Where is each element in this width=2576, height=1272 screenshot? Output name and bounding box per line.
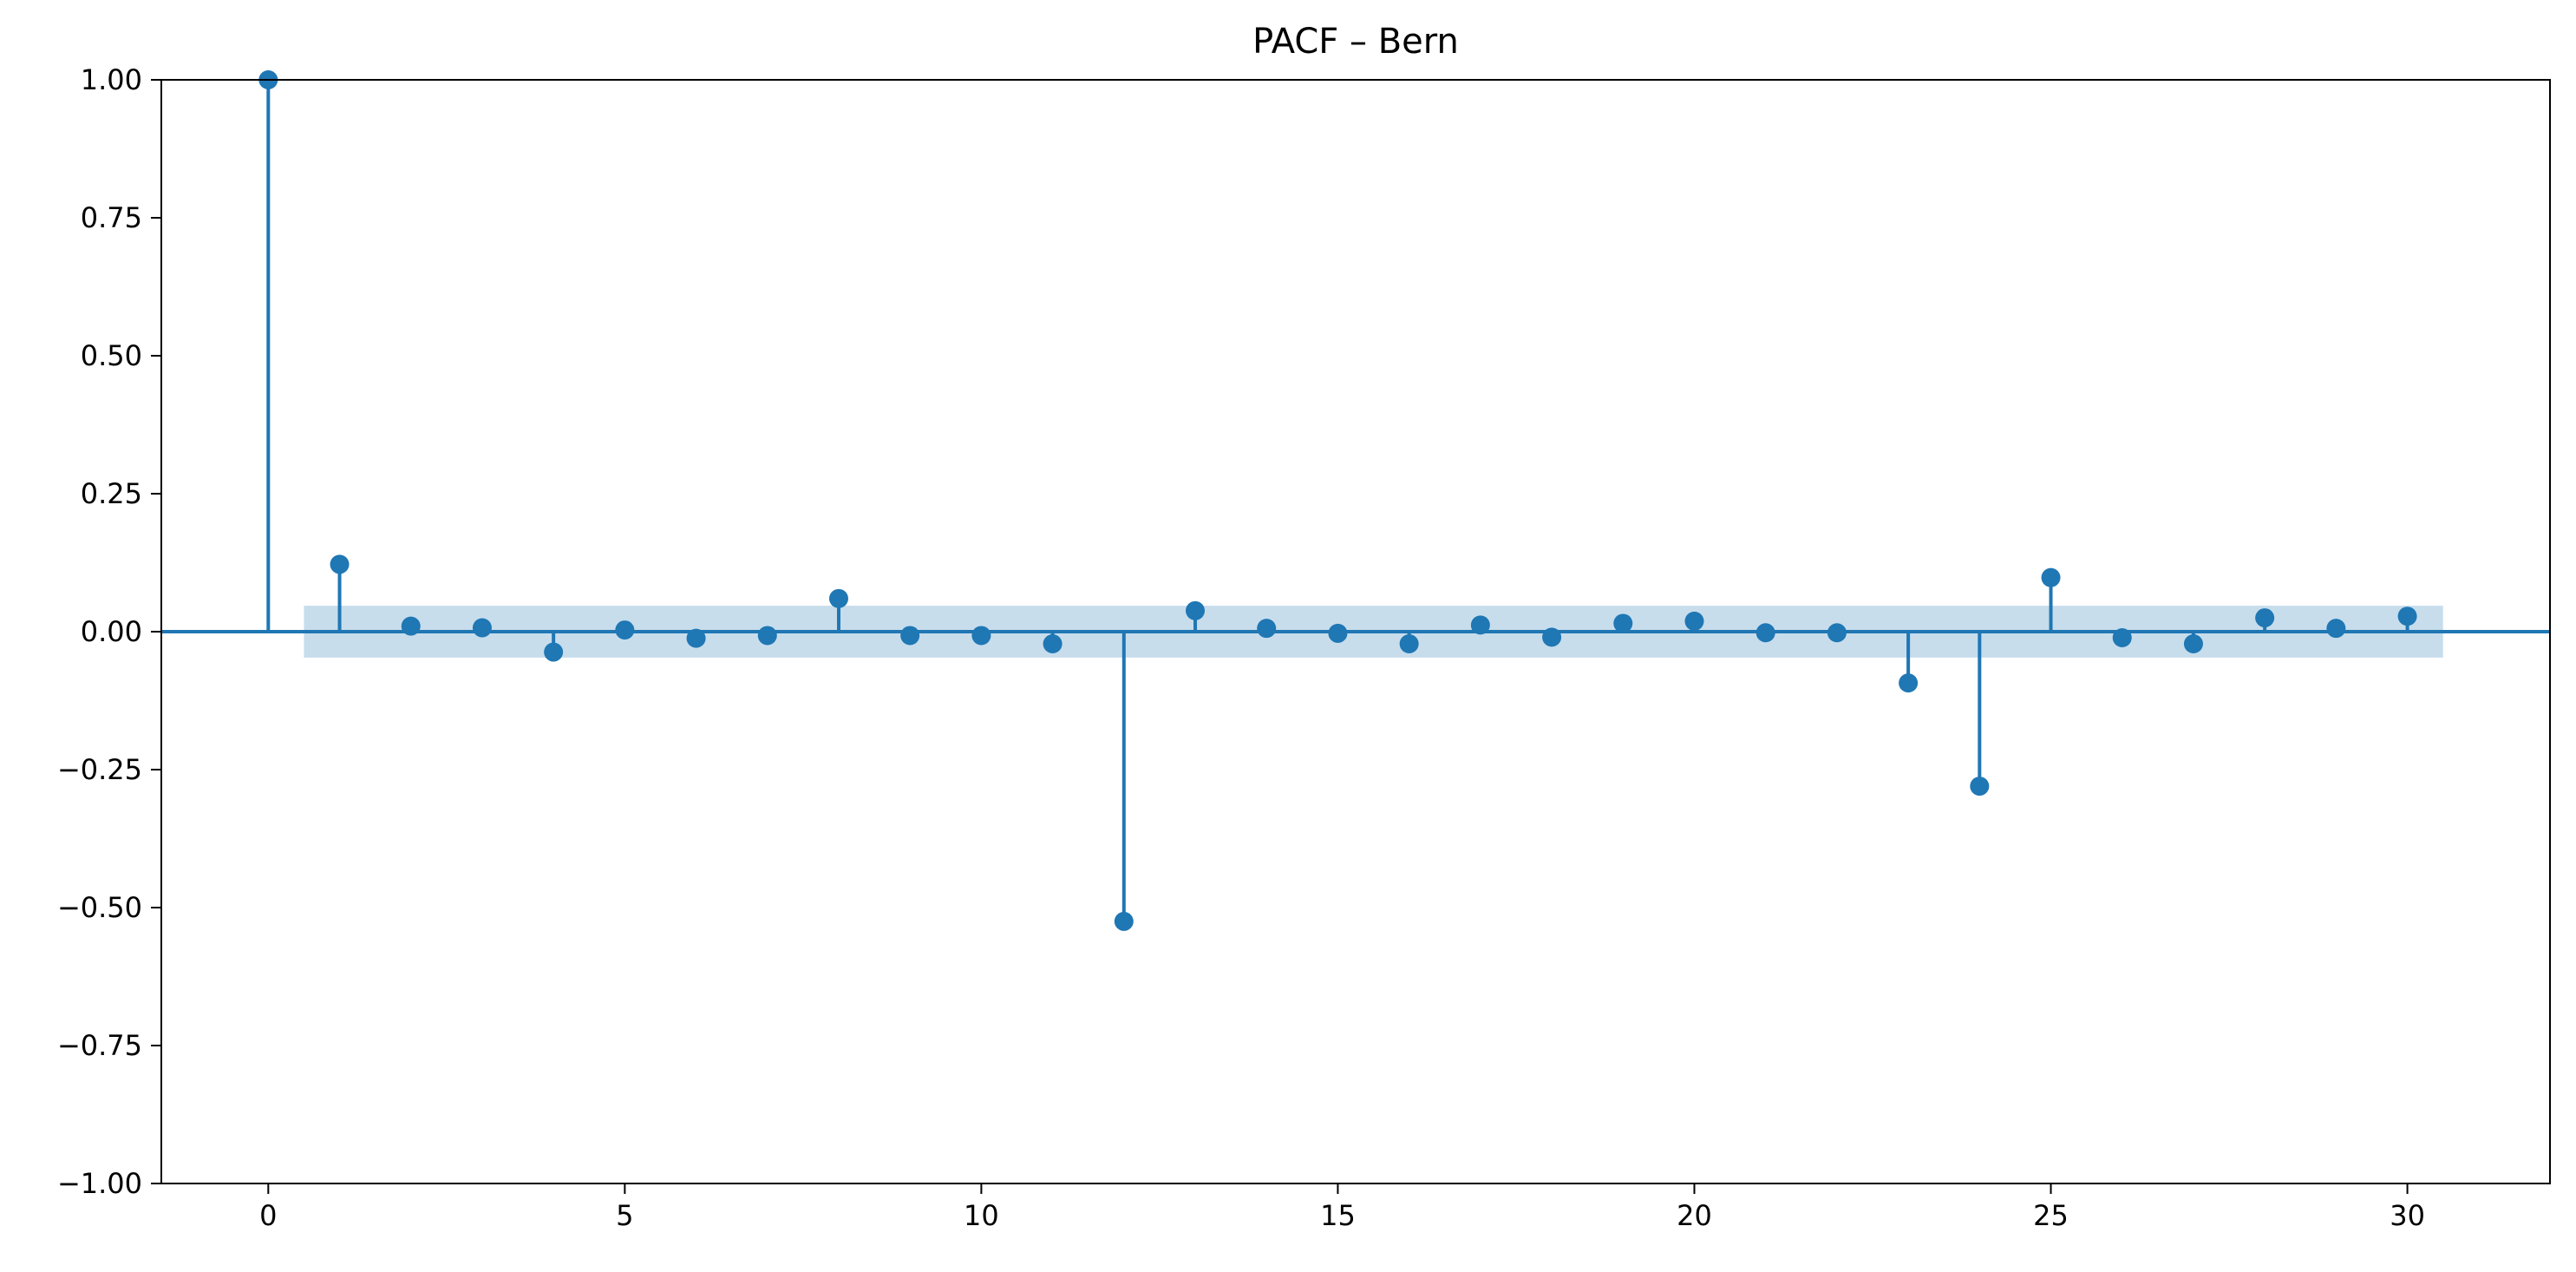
x-tick-label-5: 5 xyxy=(616,1199,633,1232)
marker-lag-16 xyxy=(1399,633,1419,653)
marker-lag-20 xyxy=(1684,611,1704,631)
marker-lag-21 xyxy=(1755,623,1775,643)
marker-lag-14 xyxy=(1257,619,1277,639)
y-tick-label-2: −0.50 xyxy=(57,891,142,924)
marker-lag-6 xyxy=(686,628,706,648)
x-tick-label-0: 0 xyxy=(259,1199,277,1232)
stems-layer xyxy=(266,80,2409,921)
x-tick-label-30: 30 xyxy=(2390,1199,2425,1232)
y-tick-label-8: 1.00 xyxy=(81,63,142,96)
marker-lag-25 xyxy=(2041,567,2061,587)
x-tick-label-20: 20 xyxy=(1677,1199,1712,1232)
marker-lag-18 xyxy=(1542,627,1562,647)
y-tick-label-5: 0.25 xyxy=(81,477,142,510)
marker-lag-22 xyxy=(1827,623,1847,643)
marker-lag-26 xyxy=(2112,627,2132,647)
y-tick-label-1: −0.75 xyxy=(57,1029,142,1062)
marker-lag-1 xyxy=(330,554,350,574)
x-tick-label-10: 10 xyxy=(964,1199,999,1232)
y-tick-label-4: 0.00 xyxy=(81,615,142,648)
marker-lag-7 xyxy=(757,626,777,646)
y-tick-label-6: 0.50 xyxy=(81,339,142,372)
x-tick-label-25: 25 xyxy=(2033,1199,2069,1232)
marker-lag-30 xyxy=(2397,606,2417,626)
marker-lag-4 xyxy=(544,642,564,662)
marker-lag-23 xyxy=(1899,673,1919,693)
marker-lag-11 xyxy=(1043,633,1062,653)
marker-lag-12 xyxy=(1114,911,1134,931)
marker-lag-15 xyxy=(1328,623,1348,643)
y-axis: −1.00 −0.75 −0.50 −0.25 0.00 0.25 0.50 0.75 1.00 xyxy=(57,63,161,1200)
marker-lag-29 xyxy=(2326,619,2346,639)
marker-lag-13 xyxy=(1186,600,1206,620)
marker-lag-24 xyxy=(1970,777,1990,797)
marker-lag-19 xyxy=(1613,613,1633,633)
y-tick-label-7: 0.75 xyxy=(81,201,142,234)
marker-lag-28 xyxy=(2255,608,2275,628)
marker-lag-2 xyxy=(401,616,421,636)
markers-layer xyxy=(258,70,2417,931)
marker-lag-3 xyxy=(472,618,492,638)
x-axis: 0 5 10 15 20 25 30 xyxy=(259,1183,2425,1232)
marker-lag-5 xyxy=(615,620,635,640)
chart-title: PACF – Bern xyxy=(1252,22,1459,62)
marker-lag-8 xyxy=(828,588,848,608)
marker-lag-17 xyxy=(1470,615,1490,635)
y-tick-label-3: −0.25 xyxy=(57,753,142,786)
y-tick-label-0: −1.00 xyxy=(57,1167,142,1200)
marker-lag-27 xyxy=(2183,633,2203,653)
x-tick-label-15: 15 xyxy=(1320,1199,1356,1232)
marker-lag-10 xyxy=(971,626,991,646)
marker-lag-9 xyxy=(900,626,920,646)
